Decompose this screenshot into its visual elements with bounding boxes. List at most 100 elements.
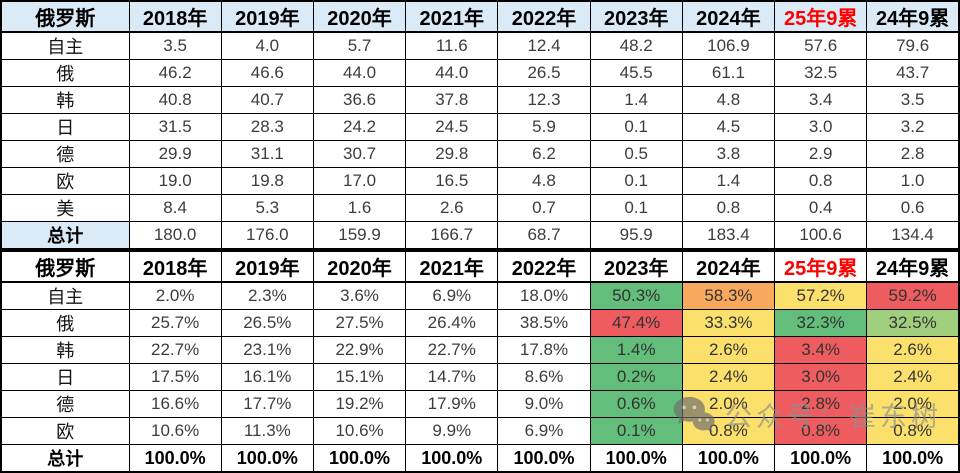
- market-share-table: 俄罗斯 2018年 2019年 2020年 2021年 2022年 2023年 2024年 25…: [0, 250, 960, 473]
- data-cell: 0.8%: [681, 417, 776, 445]
- table-row: 韩 40.8 40.7 36.6 37.8 12.3 1.4 4.8 3.4 3.5: [0, 86, 960, 114]
- data-cell: 8.4: [128, 194, 222, 222]
- column-header: 2019年: [220, 250, 314, 283]
- data-cell: 12.4: [497, 31, 591, 60]
- column-header: 2020年: [312, 250, 407, 283]
- data-cell: 0.8: [681, 194, 776, 222]
- table-row: 自主 2.0% 2.3% 3.6% 6.9% 18.0% 50.3% 58.3% 57.2% 59…: [0, 281, 960, 310]
- data-cell: 59.2%: [866, 281, 960, 310]
- data-cell: 28.3: [220, 113, 314, 141]
- table-row: 德 16.6% 17.7% 19.2% 17.9% 9.0% 0.6% 2.0% 2.8% 2.0…: [0, 390, 960, 418]
- data-cell: 22.9%: [312, 336, 407, 364]
- data-cell: 0.4: [774, 194, 868, 222]
- data-cell: 8.6%: [497, 363, 591, 391]
- column-header: 2024年: [681, 250, 776, 283]
- data-cell: 3.5: [866, 86, 960, 114]
- table-row: 韩 22.7% 23.1% 22.9% 22.7% 17.8% 1.4% 2.6% 3.4% 2.…: [0, 336, 960, 364]
- data-cell: 159.9: [312, 221, 407, 250]
- table-row: 美 8.4 5.3 1.6 2.6 0.7 0.1 0.8 0.4 0.6: [0, 194, 960, 222]
- data-cell: 100.0%: [866, 444, 960, 473]
- column-header: 2022年: [497, 0, 591, 33]
- data-cell: 3.4: [774, 86, 868, 114]
- data-cell: 32.5: [774, 59, 868, 87]
- data-cell: 24.5: [405, 113, 499, 141]
- column-header: 25年9累: [774, 250, 868, 283]
- data-cell: 0.8%: [866, 417, 960, 445]
- data-cell: 0.6%: [589, 390, 683, 418]
- data-cell: 30.7: [312, 140, 407, 168]
- data-cell: 45.5: [589, 59, 683, 87]
- row-label: 德: [0, 390, 130, 418]
- data-cell: 26.5: [497, 59, 591, 87]
- data-cell: 6.2: [497, 140, 591, 168]
- data-cell: 19.8: [220, 167, 314, 195]
- data-cell: 61.1: [681, 59, 776, 87]
- data-cell: 32.5%: [866, 309, 960, 337]
- data-cell: 1.4: [589, 86, 683, 114]
- data-cell: 57.6: [774, 31, 868, 60]
- row-label: 韩: [0, 86, 130, 114]
- data-cell: 16.6%: [128, 390, 222, 418]
- data-cell: 100.0%: [405, 444, 499, 473]
- data-cell: 2.6%: [681, 336, 776, 364]
- data-cell: 29.8: [405, 140, 499, 168]
- data-cell: 6.9%: [497, 417, 591, 445]
- data-cell: 17.5%: [128, 363, 222, 391]
- data-cell: 32.3%: [774, 309, 868, 337]
- data-cell: 11.6: [405, 31, 499, 60]
- data-cell: 31.5: [128, 113, 222, 141]
- row-label: 自主: [0, 31, 130, 60]
- table-row: 自主 3.5 4.0 5.7 11.6 12.4 48.2 106.9 57.6 79.6: [0, 31, 960, 60]
- row-label: 德: [0, 140, 130, 168]
- data-cell: 2.8: [866, 140, 960, 168]
- data-cell: 2.3%: [220, 281, 314, 310]
- data-cell: 4.8: [681, 86, 776, 114]
- table-row: 德 29.9 31.1 30.7 29.8 6.2 0.5 3.8 2.9 2.8: [0, 140, 960, 168]
- data-cell: 40.8: [128, 86, 222, 114]
- column-header: 25年9累: [774, 0, 868, 33]
- data-cell: 100.6: [774, 221, 868, 250]
- data-cell: 1.0: [866, 167, 960, 195]
- data-cell: 100.0%: [774, 444, 868, 473]
- data-cell: 2.4%: [681, 363, 776, 391]
- data-cell: 17.7%: [220, 390, 314, 418]
- data-cell: 9.9%: [405, 417, 499, 445]
- data-cell: 17.0: [312, 167, 407, 195]
- data-cell: 100.0%: [681, 444, 776, 473]
- data-cell: 26.5%: [220, 309, 314, 337]
- data-cell: 31.1: [220, 140, 314, 168]
- column-header: 2019年: [220, 0, 314, 33]
- row-label: 美: [0, 194, 130, 222]
- data-cell: 100.0%: [312, 444, 407, 473]
- table-row: 日 31.5 28.3 24.2 24.5 5.9 0.1 4.5 3.0 3.2: [0, 113, 960, 141]
- data-cell: 95.9: [589, 221, 683, 250]
- data-cell: 47.4%: [589, 309, 683, 337]
- data-cell: 17.8%: [497, 336, 591, 364]
- data-cell: 25.7%: [128, 309, 222, 337]
- data-cell: 3.6%: [312, 281, 407, 310]
- data-cell: 176.0: [220, 221, 314, 250]
- row-label: 韩: [0, 336, 130, 364]
- data-cell: 37.8: [405, 86, 499, 114]
- data-cell: 100.0%: [497, 444, 591, 473]
- data-cell: 68.7: [497, 221, 591, 250]
- data-cell: 48.2: [589, 31, 683, 60]
- column-header: 2022年: [497, 250, 591, 283]
- data-cell: 0.1%: [589, 417, 683, 445]
- data-cell: 38.5%: [497, 309, 591, 337]
- data-cell: 0.6: [866, 194, 960, 222]
- data-cell: 46.2: [128, 59, 222, 87]
- data-cell: 11.3%: [220, 417, 314, 445]
- data-cell: 106.9: [681, 31, 776, 60]
- data-cell: 183.4: [681, 221, 776, 250]
- table-row: 欧 19.0 19.8 17.0 16.5 4.8 0.1 1.4 0.8 1.0: [0, 167, 960, 195]
- column-header: 2018年: [128, 250, 222, 283]
- data-cell: 4.5: [681, 113, 776, 141]
- data-cell: 0.8: [774, 167, 868, 195]
- data-cell: 100.0%: [220, 444, 314, 473]
- data-cell: 23.1%: [220, 336, 314, 364]
- data-cell: 79.6: [866, 31, 960, 60]
- data-cell: 44.0: [312, 59, 407, 87]
- data-cell: 4.0: [220, 31, 314, 60]
